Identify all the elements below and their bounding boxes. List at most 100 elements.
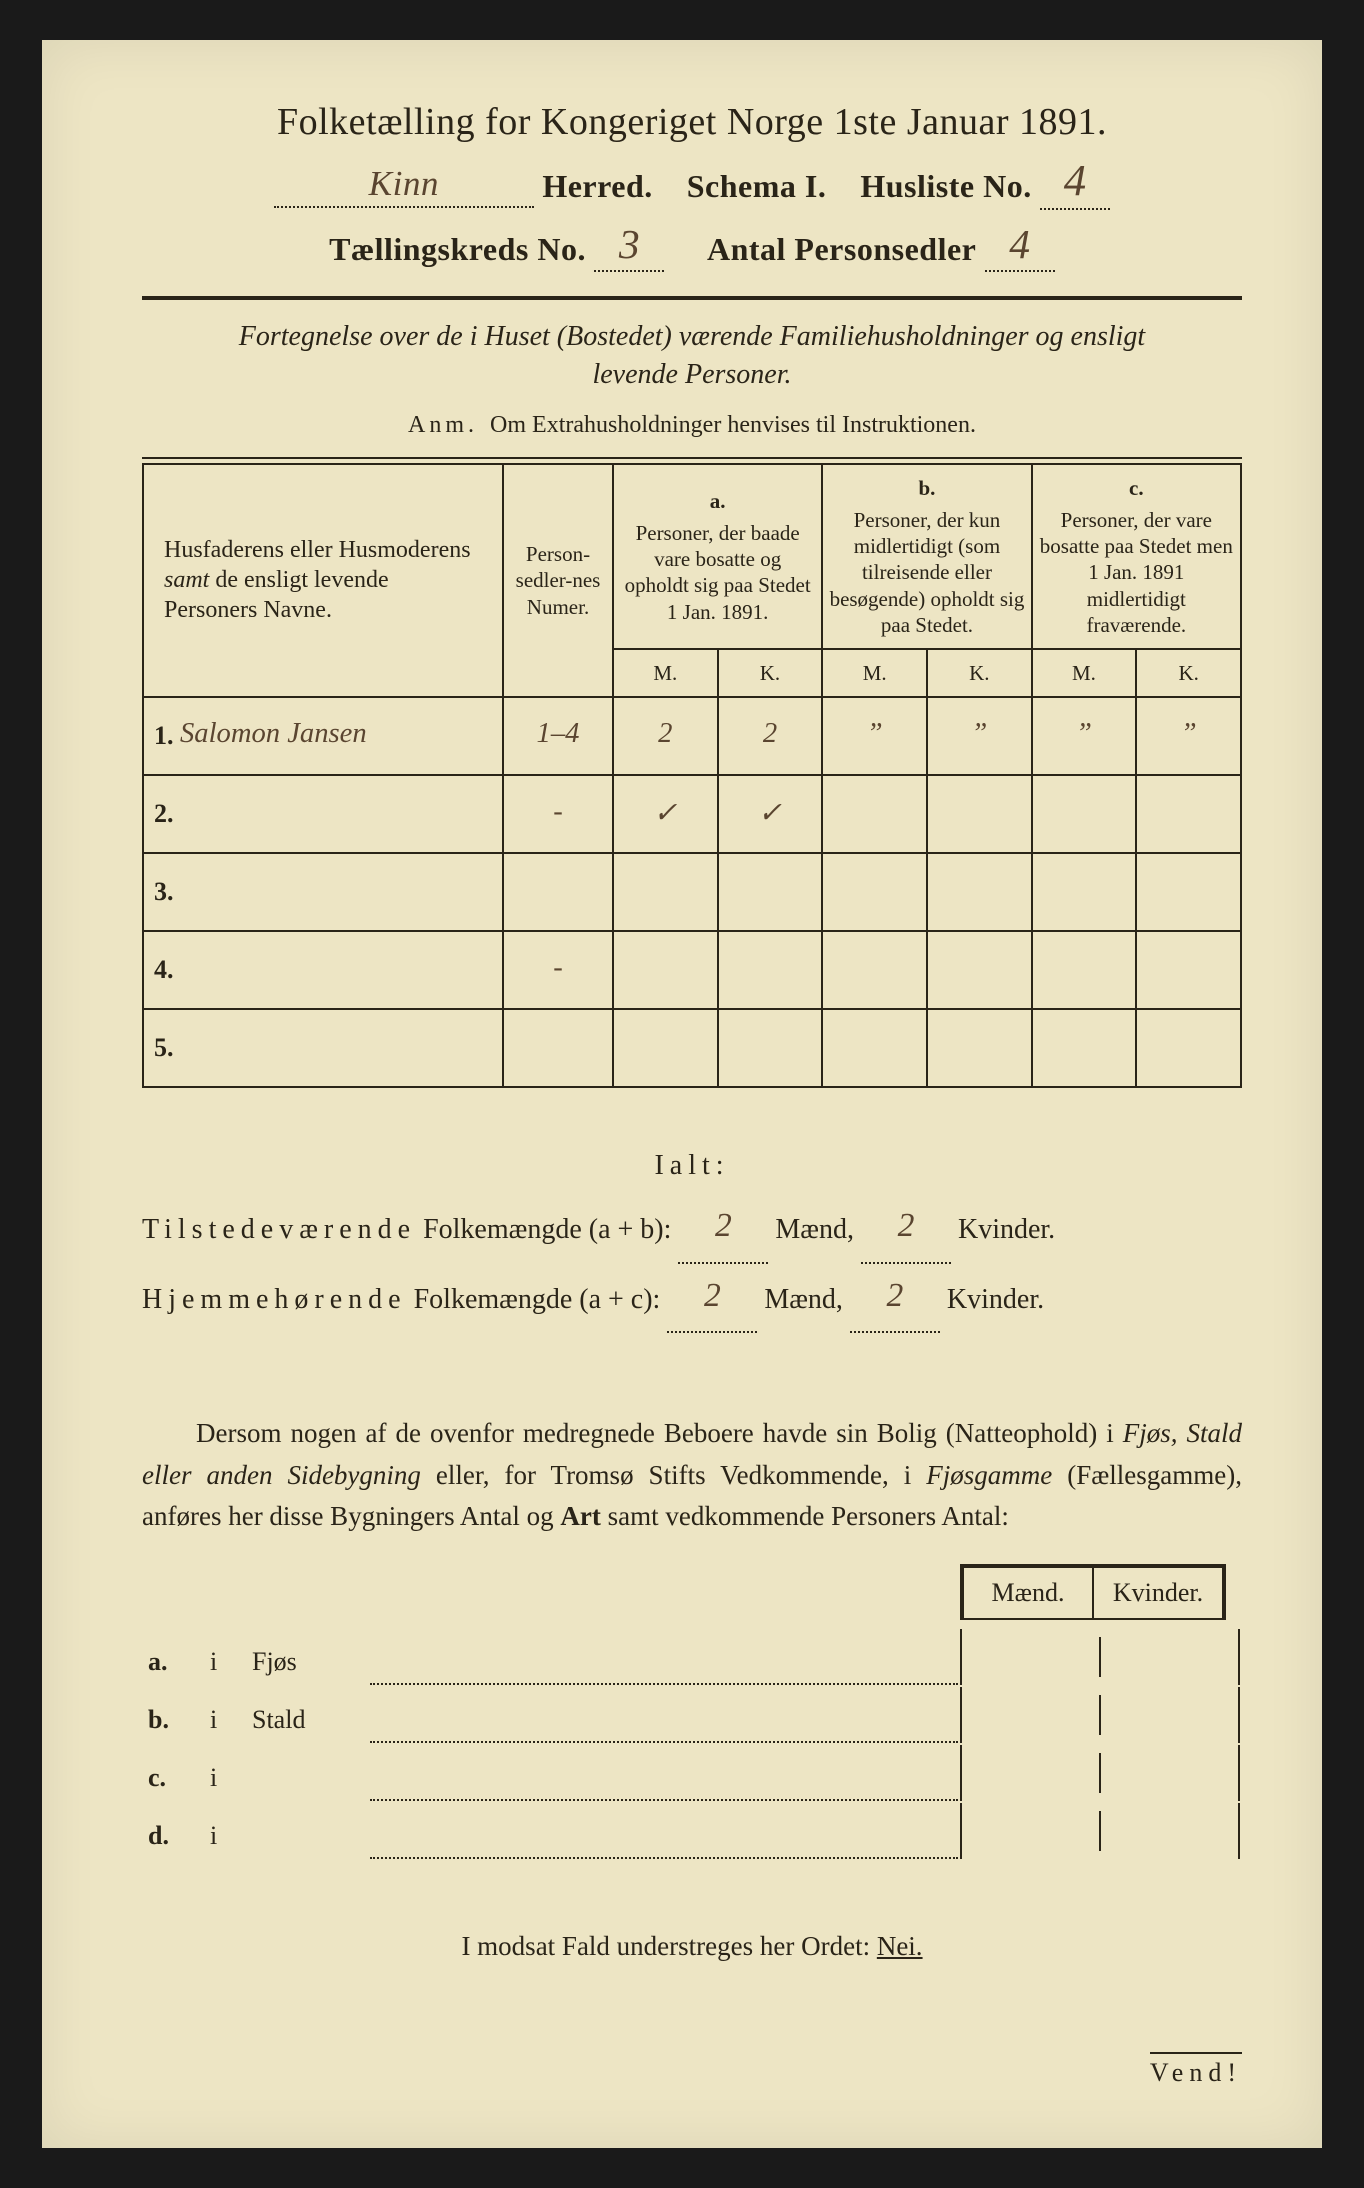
vend-label: Vend! — [1150, 2052, 1242, 2088]
side-tbody: a.iFjøs b.iStald c.i d.i — [144, 1629, 1240, 1859]
cell-a_m: 2 — [613, 697, 718, 775]
cell-num — [503, 853, 613, 931]
col-b-text: Personer, der kun midlertidigt (som tilr… — [830, 508, 1025, 637]
cell-a_m — [613, 1009, 718, 1087]
name-cell: 5. — [143, 1009, 503, 1087]
cell-num: - — [503, 931, 613, 1009]
col-a-header: a. Personer, der baade vare bosatte og o… — [613, 464, 822, 650]
husliste-field: 4 — [1040, 156, 1110, 210]
col-a-lead: a. — [620, 488, 815, 514]
side-maend: Mænd. — [963, 1567, 1093, 1619]
kvinder-label2: Kvinder. — [947, 1284, 1044, 1315]
divider-thin — [142, 457, 1242, 459]
personsedler-field: 4 — [985, 222, 1055, 272]
t1-m-field: 2 — [678, 1194, 768, 1263]
totals-block: Ialt: Tilstedeværende Folkemængde (a + b… — [142, 1138, 1242, 1332]
herred-field: Kinn — [274, 166, 534, 208]
cell-a_k: 2 — [718, 697, 823, 775]
col-a-m: M. — [613, 649, 718, 697]
cell-num: - — [503, 775, 613, 853]
note-paragraph: Dersom nogen af de ovenfor medregnede Be… — [142, 1413, 1242, 1539]
col-c-text: Personer, der vare bosatte paa Stedet me… — [1040, 508, 1233, 637]
name-cell: 2. — [143, 775, 503, 853]
t1-k: 2 — [898, 1207, 915, 1244]
cell-a_m: ✓ — [613, 775, 718, 853]
cell-c_m — [1032, 1009, 1137, 1087]
cell-b_m — [822, 1009, 927, 1087]
side-row: b.iStald — [144, 1687, 1240, 1743]
mk-header-box: Mænd. Kvinder. — [960, 1564, 1226, 1620]
subtitle-line1: Fortegnelse over de i Huset (Bostedet) v… — [239, 321, 1145, 352]
anm-prefix: Anm. — [408, 412, 478, 438]
kreds-line: Tællingskreds No. 3 Antal Personsedler 4 — [142, 222, 1242, 272]
side-kvinder: Kvinder. — [1093, 1567, 1223, 1619]
subtitle-line2: levende Personer. — [592, 359, 791, 390]
cell-num: 1–4 — [503, 697, 613, 775]
side-building-table: Mænd. Kvinder. a.iFjøs b.iStald c.i d.i — [142, 1562, 1242, 1861]
nei-line: I modsat Fald understreges her Ordet: Ne… — [142, 1931, 1242, 1962]
hjemme-label: Hjemmehørende — [142, 1284, 407, 1315]
husliste-label: Husliste No. — [860, 168, 1031, 204]
ialt-label: Ialt: — [654, 1150, 729, 1181]
col-c-lead: c. — [1039, 475, 1234, 501]
kvinder-label: Kvinder. — [958, 1214, 1055, 1245]
cell-b_k — [927, 775, 1032, 853]
cell-c_k — [1136, 775, 1241, 853]
divider — [142, 296, 1242, 300]
name-cell: 1. Salomon Jansen — [143, 697, 503, 775]
cell-a_k — [718, 853, 823, 931]
personsedler-label: Antal Personsedler — [707, 231, 976, 267]
side-row: c.i — [144, 1745, 1240, 1801]
col-c-header: c. Personer, der vare bosatte paa Stedet… — [1032, 464, 1241, 650]
t1-m: 2 — [715, 1207, 732, 1244]
cell-c_k — [1136, 931, 1241, 1009]
cell-c_m — [1032, 853, 1137, 931]
t2-m: 2 — [704, 1277, 721, 1314]
note-b1: Art — [560, 1501, 600, 1531]
side-row: a.iFjøs — [144, 1629, 1240, 1685]
cell-b_m — [822, 853, 927, 931]
herred-label: Herred. — [542, 168, 652, 204]
col-num-header: Person-sedler-nes Numer. — [503, 464, 613, 698]
cell-a_k: ✓ — [718, 775, 823, 853]
cell-b_k: ” — [927, 697, 1032, 775]
col-a-text: Personer, der baade vare bosatte og opho… — [625, 521, 811, 624]
table-row: 3. — [143, 853, 1241, 931]
totals-line1: Tilstedeværende Folkemængde (a + b): 2 M… — [142, 1194, 1242, 1263]
kreds-field: 3 — [594, 222, 664, 272]
page-title: Folketælling for Kongeriget Norge 1ste J… — [142, 100, 1242, 144]
herred-value: Kinn — [369, 164, 439, 203]
anm-text: Om Extrahusholdninger henvises til Instr… — [490, 412, 976, 438]
col-b-lead: b. — [829, 475, 1024, 501]
folkemaengde-ab: Folkemængde (a + b): — [423, 1214, 671, 1245]
cell-c_m: ” — [1032, 697, 1137, 775]
name-cell: 3. — [143, 853, 503, 931]
col-c-k: K. — [1136, 649, 1241, 697]
census-form-page: Folketælling for Kongeriget Norge 1ste J… — [42, 40, 1322, 2148]
cell-c_k — [1136, 853, 1241, 931]
col-names-header: Husfaderens eller Husmoderens samt de en… — [143, 464, 503, 698]
kreds-value: 3 — [619, 221, 640, 267]
col-a-k: K. — [718, 649, 823, 697]
table-row: 4. - — [143, 931, 1241, 1009]
cell-a_k — [718, 931, 823, 1009]
nei-text: I modsat Fald understreges her Ordet: — [461, 1931, 876, 1961]
anm-line: Anm. Om Extrahusholdninger henvises til … — [142, 412, 1242, 439]
cell-a_m — [613, 931, 718, 1009]
cell-b_k — [927, 853, 1032, 931]
note-it2: Fjøsgamme — [926, 1460, 1052, 1490]
t2-k-field: 2 — [850, 1264, 940, 1333]
col-b-header: b. Personer, der kun midlertidigt (som t… — [822, 464, 1031, 650]
cell-a_m — [613, 853, 718, 931]
note-t1: Dersom nogen af de ovenfor medregnede Be… — [196, 1418, 1123, 1448]
kreds-label: Tællingskreds No. — [329, 231, 586, 267]
name-cell: 4. — [143, 931, 503, 1009]
cell-b_k — [927, 1009, 1032, 1087]
cell-b_m — [822, 775, 927, 853]
note-t2: eller, for Tromsø Stifts Vedkommende, i — [421, 1460, 926, 1490]
cell-num — [503, 1009, 613, 1087]
cell-a_k — [718, 1009, 823, 1087]
maend-label2: Mænd, — [764, 1284, 843, 1315]
husliste-value: 4 — [1064, 155, 1087, 205]
side-row: d.i — [144, 1803, 1240, 1859]
